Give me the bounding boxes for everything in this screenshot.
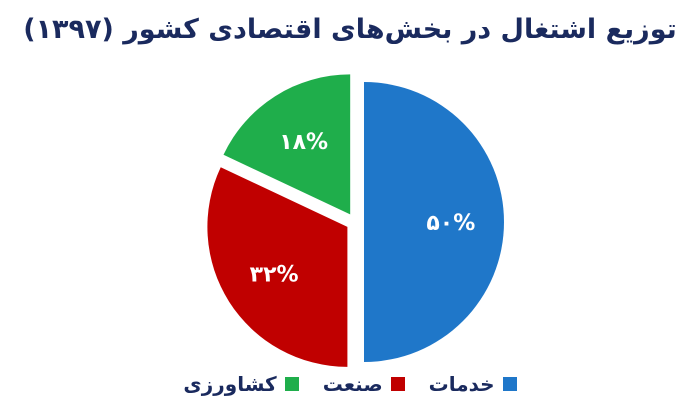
legend-item-industry: صنعت [323,372,405,396]
legend-label-industry: صنعت [322,372,383,396]
pie-slice-industry [207,167,348,367]
legend-item-agriculture: کشاورزی [183,372,299,396]
legend-item-services: خدمات [429,372,517,396]
legend: خدمات صنعت کشاورزی [0,372,700,396]
chart-title: توزیع اشتغال در بخش‌های اقتصادی کشور (۱۳… [23,14,677,45]
legend-swatch-industry [390,377,405,391]
slice-label-services: ۵۰% [426,211,475,236]
legend-label-agriculture: کشاورزی [183,372,277,396]
legend-label-services: خدمات [428,372,495,396]
legend-swatch-services [502,377,517,391]
slice-label-agriculture: ۱۸% [279,130,328,155]
slice-label-industry: ۳۲% [250,262,299,287]
legend-swatch-agriculture [284,377,299,391]
pie-slice-agriculture [223,74,351,215]
pie-slice-services [364,82,504,362]
